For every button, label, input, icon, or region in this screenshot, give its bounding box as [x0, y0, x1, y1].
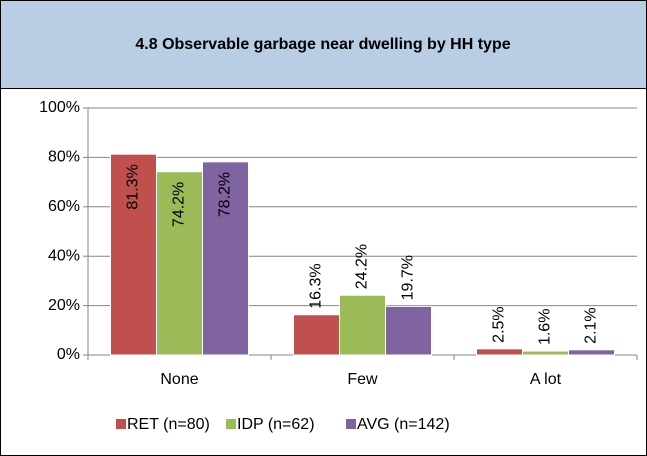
y-tick-label: 100%: [39, 99, 80, 116]
bar: [156, 171, 203, 356]
bar: [385, 305, 432, 356]
data-label: 16.3%: [308, 263, 325, 308]
y-tick-label: 40%: [48, 247, 80, 264]
data-label: 78.2%: [217, 172, 234, 217]
data-label: 2.1%: [583, 307, 600, 343]
x-tick-label: A lot: [530, 371, 562, 388]
y-tick-label: 60%: [48, 198, 80, 215]
data-label: 2.5%: [491, 306, 508, 342]
bar: [522, 350, 569, 356]
bar: [293, 314, 340, 356]
legend-label: RET (n=80): [127, 416, 210, 433]
bar: [476, 348, 523, 356]
chart-title: 4.8 Observable garbage near dwelling by …: [135, 36, 510, 53]
legend-swatch: [226, 419, 236, 429]
data-label: 1.6%: [537, 309, 554, 345]
legend-swatch: [116, 419, 126, 429]
y-tick-label: 80%: [48, 149, 80, 166]
x-tick-label: None: [160, 371, 198, 388]
legend-label: IDP (n=62): [237, 416, 315, 433]
bar: [339, 294, 386, 356]
bar: [202, 161, 249, 356]
legend-label: AVG (n=142): [357, 416, 450, 433]
data-label: 24.2%: [354, 244, 371, 289]
bar: [110, 153, 157, 356]
y-tick-label: 20%: [48, 297, 80, 314]
y-tick-label: 0%: [57, 346, 80, 363]
data-label: 19.7%: [400, 255, 417, 300]
x-tick-label: Few: [347, 371, 378, 388]
bar: [568, 349, 615, 356]
data-label: 74.2%: [171, 182, 188, 227]
legend-swatch: [346, 419, 356, 429]
title-box: [0, 0, 647, 89]
data-label: 81.3%: [125, 164, 142, 209]
